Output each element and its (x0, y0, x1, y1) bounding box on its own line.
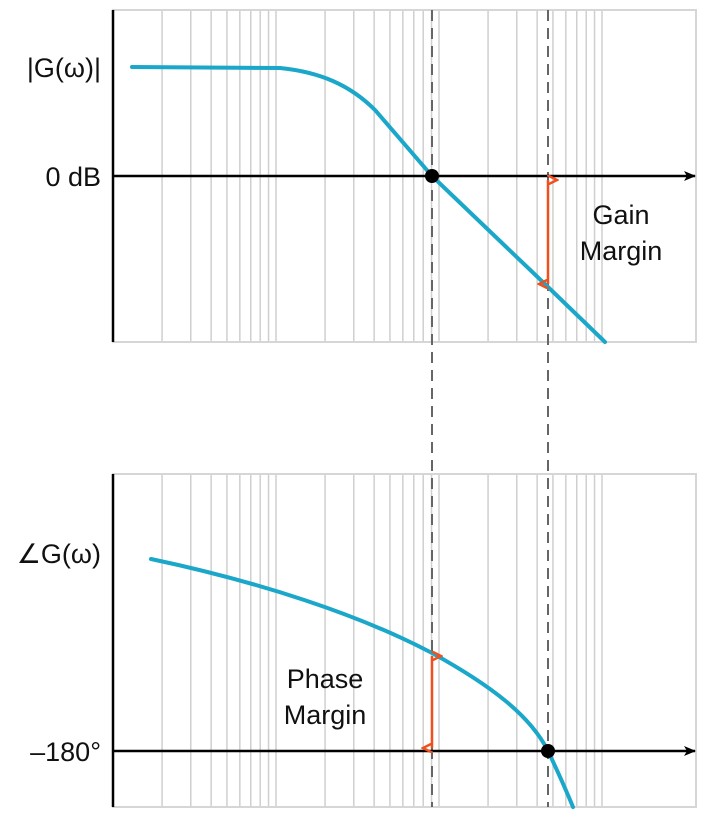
phase-margin-label-line1: Phase (287, 664, 364, 694)
minus-180-label: –180° (30, 737, 101, 767)
phase-curve (149, 557, 575, 809)
gain-margin-label-line2: Margin (580, 236, 663, 266)
gain-margin-label-line1: Gain (592, 200, 649, 230)
magnitude-y-label: |G(ω)| (27, 53, 101, 83)
zero-db-label: 0 dB (45, 162, 101, 192)
phase-y-label: ∠G(ω) (17, 539, 101, 569)
phase-crossover-point (541, 744, 555, 758)
phase-grid (161, 474, 603, 807)
gain-crossover-point (425, 169, 439, 183)
magnitude-curve (130, 65, 607, 344)
phase-margin-label-line2: Margin (284, 700, 367, 730)
